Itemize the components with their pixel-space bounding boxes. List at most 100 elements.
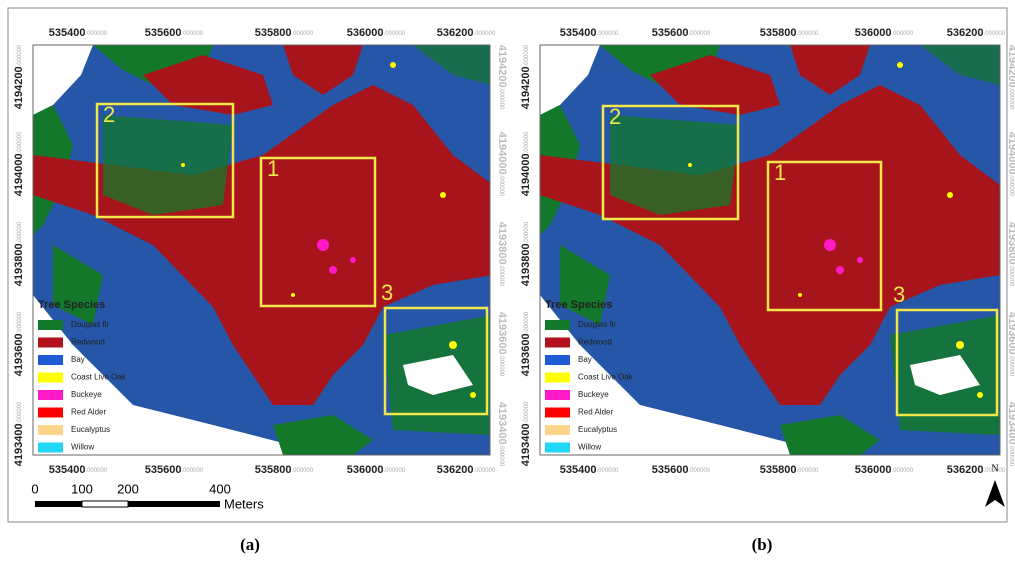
coord-value: 4193800 — [496, 222, 508, 265]
coord-label: 535400.000000 — [49, 27, 108, 39]
coord-decimals: .000000 — [984, 31, 1006, 37]
coord-decimals: .000000 — [1008, 265, 1014, 287]
coord-label: 4193400.000000 — [520, 401, 532, 466]
coord-decimals: .000000 — [597, 468, 619, 474]
coord-value: 4194200 — [13, 66, 25, 109]
coord-label: 4193600.000000 — [496, 312, 508, 377]
coord-label: 4193600.000000 — [13, 311, 25, 376]
legend-swatch — [38, 373, 63, 383]
coord-value: 535800 — [255, 464, 292, 476]
coord-value: 535600 — [652, 27, 689, 39]
coord-decimals: .000000 — [689, 31, 711, 37]
legend-label: Bay — [578, 355, 592, 364]
coord-value: 4193400 — [496, 402, 508, 445]
coord-label: 4193800.000000 — [520, 221, 532, 286]
coord-decimals: .000000 — [17, 311, 23, 333]
coord-value: 4194000 — [496, 132, 508, 175]
coord-value: 4194000 — [13, 153, 25, 196]
legend-label: Douglas fir — [71, 320, 110, 329]
coord-decimals: .000000 — [1008, 175, 1014, 197]
coord-decimals: .000000 — [182, 468, 204, 474]
coord-decimals: .000000 — [892, 31, 914, 37]
coord-value: 4193800 — [1006, 222, 1015, 265]
coord-label: 536000.000000 — [855, 464, 914, 476]
legend-label: Redwood — [578, 338, 612, 347]
legend-swatch — [38, 425, 63, 435]
legend-swatch — [545, 425, 570, 435]
coord-label: 535400.000000 — [560, 464, 619, 476]
coord-decimals: .000000 — [524, 131, 530, 153]
coord-decimals: .000000 — [498, 175, 504, 197]
legend-label: Coast Live Oak — [578, 373, 634, 382]
scale-segment — [35, 501, 82, 507]
legend-swatch — [38, 338, 63, 348]
coord-label: 4194200.000000 — [496, 45, 508, 110]
coord-decimals: .000000 — [292, 31, 314, 37]
legend-label: Coast Live Oak — [71, 373, 127, 382]
box-label: 2 — [609, 104, 621, 129]
coord-decimals: .000000 — [524, 311, 530, 333]
coord-decimals: .000000 — [524, 44, 530, 66]
coord-label: 536000.000000 — [347, 464, 406, 476]
coord-label: 4194000.000000 — [13, 131, 25, 196]
coord-decimals: .000000 — [984, 468, 1006, 474]
legend-swatch — [38, 408, 63, 418]
coord-value: 536000 — [347, 27, 384, 39]
coord-label: 535600.000000 — [145, 27, 204, 39]
coord-decimals: .000000 — [17, 401, 23, 423]
north-arrow — [985, 480, 1005, 507]
coord-value: 535800 — [255, 27, 292, 39]
legend-swatch — [545, 408, 570, 418]
legend-label: Willow — [71, 443, 94, 452]
coord-label: 536000.000000 — [347, 27, 406, 39]
legend-label: Eucalyptus — [578, 425, 617, 434]
legend-swatch — [545, 338, 570, 348]
legend-swatch — [545, 390, 570, 400]
coord-decimals: .000000 — [474, 468, 496, 474]
box-label: 2 — [103, 102, 115, 127]
legend-label: Redwood — [71, 338, 105, 347]
legend-label: Red Alder — [71, 408, 106, 417]
coord-label: 535600.000000 — [145, 464, 204, 476]
coord-decimals: .000000 — [17, 131, 23, 153]
legend-swatch — [38, 355, 63, 365]
coord-label: 4193600.000000 — [520, 311, 532, 376]
coord-value: 535400 — [560, 27, 597, 39]
coord-decimals: .000000 — [86, 468, 108, 474]
coord-decimals: .000000 — [797, 468, 819, 474]
coord-label: 4194200.000000 — [520, 44, 532, 109]
legend-swatch — [38, 443, 63, 453]
coord-decimals: .000000 — [498, 445, 504, 467]
coord-value: 535600 — [652, 464, 689, 476]
coord-label: 4194200.000000 — [13, 44, 25, 109]
coord-label: 536000.000000 — [855, 27, 914, 39]
coord-value: 535400 — [49, 27, 86, 39]
coord-decimals: .000000 — [182, 31, 204, 37]
legend-title: Tree Species — [38, 299, 105, 311]
legend-label: Bay — [71, 355, 85, 364]
coord-decimals: .000000 — [292, 468, 314, 474]
coord-value: 4193800 — [13, 243, 25, 286]
coord-decimals: .000000 — [384, 31, 406, 37]
legend-label: Willow — [578, 443, 601, 452]
scale-segment — [128, 501, 220, 507]
coord-value: 535600 — [145, 27, 182, 39]
coord-decimals: .000000 — [498, 265, 504, 287]
box-label: 3 — [381, 280, 393, 305]
coord-decimals: .000000 — [498, 355, 504, 377]
coord-label: 536200.000000 — [437, 464, 496, 476]
coord-value: 535600 — [145, 464, 182, 476]
coord-label: 535400.000000 — [560, 27, 619, 39]
coord-value: 536000 — [855, 464, 892, 476]
coord-label: 535600.000000 — [652, 464, 711, 476]
coord-label: 535600.000000 — [652, 27, 711, 39]
legend-title: Tree Species — [545, 299, 612, 311]
coord-decimals: .000000 — [86, 31, 108, 37]
coord-value: 4193400 — [1006, 402, 1015, 445]
legend-label: Buckeye — [71, 390, 102, 399]
coord-value: 535800 — [760, 464, 797, 476]
legend-swatch — [38, 390, 63, 400]
coord-decimals: .000000 — [384, 468, 406, 474]
coord-value: 4193600 — [1006, 312, 1015, 355]
coord-value: 535400 — [49, 464, 86, 476]
